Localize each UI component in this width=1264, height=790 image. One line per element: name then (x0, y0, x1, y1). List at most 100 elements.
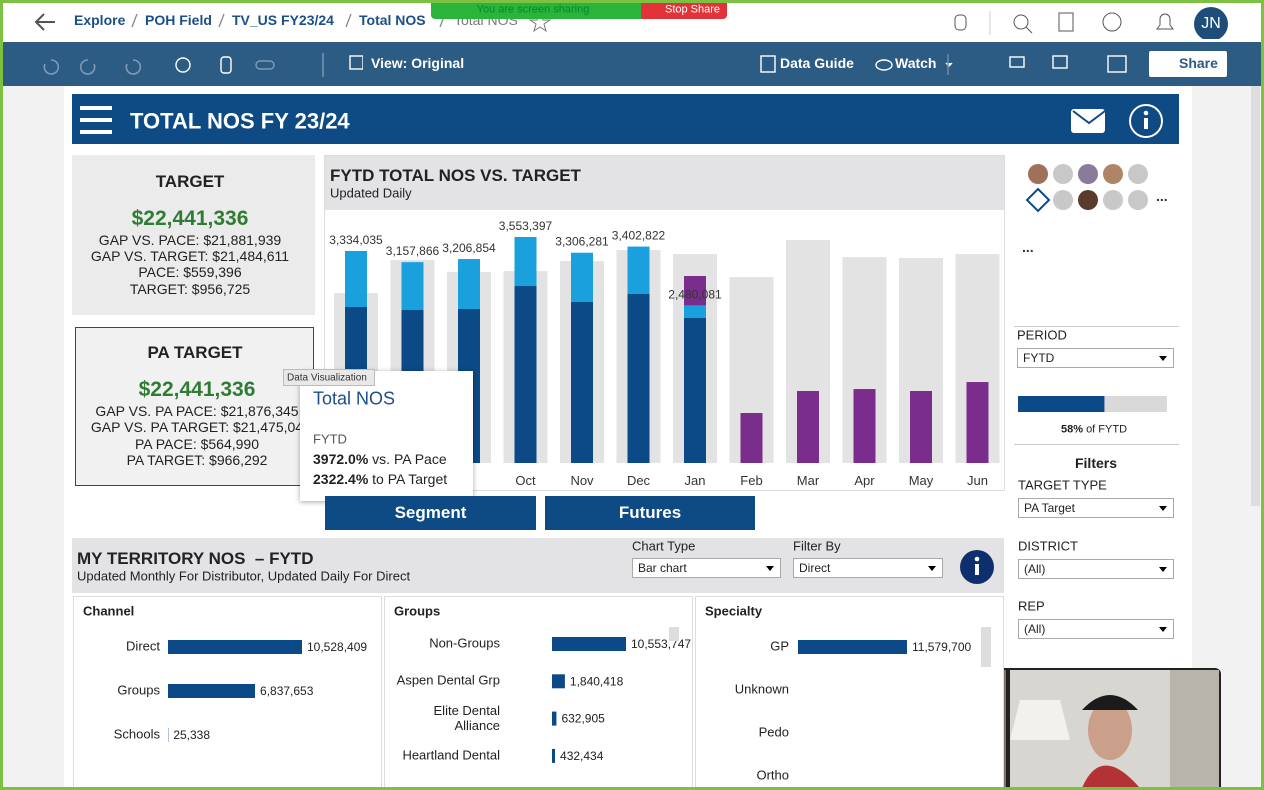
tooltip-value: 3972.0% (313, 450, 369, 467)
x-tick-label: Jan (685, 473, 706, 488)
row-label: Schools (113, 726, 160, 742)
view-button[interactable]: View: Original (371, 54, 465, 71)
value-label: 11,579,700 (912, 640, 971, 654)
header-icons[interactable] (1069, 103, 1169, 139)
territory-panel: Groups 10,553,747 1,840,418 632,905 432,434 N… (384, 596, 693, 787)
chart-header (324, 155, 1005, 210)
tooltip-title: Total NOS (313, 388, 396, 409)
progress-caption: 58% of FYTD (1061, 424, 1127, 437)
territory-panel: Channel 10,528,409 6,837,653 25,338 Direct Gr… (73, 596, 382, 787)
select-value: (All) (1024, 561, 1046, 576)
card-line: GAP VS. PA TARGET: $21,475,04 (90, 418, 304, 435)
stop-share-label[interactable]: Stop Share (665, 3, 721, 16)
more[interactable]: ... (1022, 238, 1034, 255)
pa-target-card: PA TARGET $22,441,336 GAP VS. PA PACE: $… (75, 327, 314, 486)
futures-button[interactable]: Futures (545, 496, 755, 530)
card-line: GAP VS. PACE: $21,881,939 (98, 231, 282, 248)
card-title: TARGET (155, 172, 225, 192)
breadcrumb[interactable]: Total NOS (359, 11, 426, 28)
panel-bars: 10,528,409 6,837,653 25,338 (168, 640, 367, 742)
pa-target-bar (853, 389, 876, 463)
tooltip-value: 2322.4% (313, 470, 369, 487)
x-tick-label: Apr (854, 473, 875, 488)
filter-select[interactable]: (All) (1018, 619, 1174, 639)
bar (552, 674, 565, 689)
value-label: 432,434 (560, 749, 604, 763)
row-label: Heartland Dental (402, 747, 500, 763)
panel-title: Specialty (705, 603, 763, 619)
card-line: PACE: $559,396 (138, 263, 242, 280)
base-bar (514, 286, 537, 463)
breadcrumb-separators (131, 11, 552, 33)
period-label: PERIOD (1017, 327, 1067, 343)
card-amount: $22,441,336 (138, 377, 256, 401)
pa-target-bar (797, 391, 819, 463)
x-tick-label: Oct (515, 473, 536, 488)
value-label: 3,306,281 (555, 235, 609, 249)
watch-button[interactable]: Watch (895, 54, 937, 71)
video-tile (1010, 670, 1219, 787)
value-label: 3,206,854 (442, 241, 496, 255)
scrollbar (981, 627, 991, 667)
stop-share-button[interactable] (641, 3, 727, 19)
tooltip-text: to PA Target (368, 470, 448, 487)
panel-bars: 10,553,747 1,840,418 632,905 432,434 (552, 637, 691, 763)
select-value: PA Target (1024, 501, 1075, 515)
row-label: Elite Dental Alliance (433, 702, 500, 733)
arrow (1159, 566, 1167, 572)
card-line: PA TARGET: $966,292 (126, 451, 268, 468)
more-watchers[interactable]: ... (1156, 187, 1168, 204)
dropdown-arrow (1159, 566, 1167, 572)
select-value: FYTD (1023, 351, 1055, 365)
filter-select[interactable]: (All) (1018, 558, 1174, 579)
x-tick-label: Mar (797, 473, 820, 488)
filter-label: TARGET TYPE (1018, 477, 1107, 493)
tooltip-period: FYTD (313, 431, 347, 447)
dashboard-title: TOTAL NOS FY 23/24 (130, 108, 350, 134)
toolbar (3, 42, 1261, 86)
divider (1014, 444, 1179, 445)
toolbar-right-icons[interactable] (753, 51, 1233, 77)
breadcrumb[interactable]: POH Field (145, 11, 212, 28)
share-label[interactable]: Share (1179, 54, 1218, 71)
watchers (1025, 164, 1148, 213)
info-button[interactable] (959, 549, 995, 585)
filter-by-select[interactable]: Direct (793, 558, 943, 578)
pa-target-bar (740, 413, 763, 463)
breadcrumb[interactable]: TV_US FY23/24 (232, 11, 334, 28)
dashboard-header (72, 94, 1179, 144)
toolbar-icons[interactable] (33, 51, 363, 79)
top-icons[interactable] (943, 7, 1243, 39)
filter-select[interactable]: PA Target (1018, 498, 1174, 518)
row-label: Groups (117, 682, 160, 698)
menu-icon[interactable] (79, 105, 113, 135)
card-line: TARGET: $956,725 (129, 280, 251, 297)
back-arrow[interactable] (33, 11, 59, 33)
chart-frame (324, 155, 1005, 491)
value-label: 3,334,035 (329, 233, 383, 247)
tooltip-text: vs. PA Pace (368, 450, 447, 467)
chart-title: FYTD TOTAL NOS VS. TARGET (330, 166, 581, 186)
filter-label: REP (1018, 598, 1045, 614)
user-initials[interactable]: JN (1201, 14, 1221, 32)
data-guide-button[interactable]: Data Guide (780, 54, 854, 71)
chart-type-select[interactable]: Bar chart (632, 558, 781, 578)
progress-fill (1018, 396, 1105, 412)
tooltip-tag-box (283, 369, 375, 386)
bar (798, 640, 907, 654)
arrow (1159, 627, 1167, 632)
base-bar (627, 294, 650, 463)
row-label: Unknown (734, 681, 789, 697)
value-label: 6,837,653 (260, 684, 314, 698)
value-label: 3,157,866 (386, 244, 440, 258)
breadcrumb[interactable]: Explore (74, 11, 126, 28)
period-select[interactable]: FYTD (1017, 348, 1174, 368)
row-label: GP (770, 638, 789, 654)
tooltip (300, 371, 473, 501)
row-label: Non-Groups (429, 635, 500, 651)
filter-by-label: Filter By (793, 538, 841, 554)
share-button[interactable] (1149, 51, 1227, 77)
territory-title: MY TERRITORY NOS – FYTD (77, 549, 314, 569)
segment-button[interactable]: Segment (325, 496, 536, 530)
progress-suffix: of FYTD (1083, 423, 1128, 436)
